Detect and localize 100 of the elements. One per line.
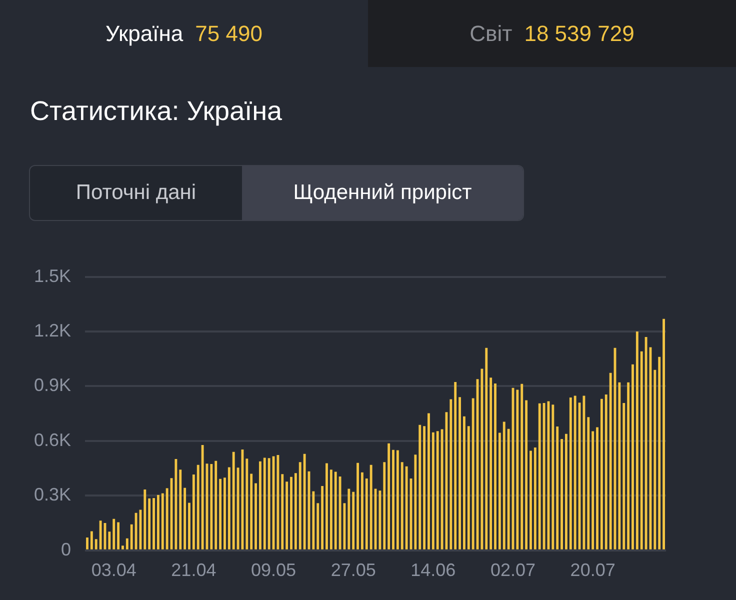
x-tick-label: 20.07 [570, 560, 616, 580]
bar [378, 490, 382, 550]
bar [604, 394, 608, 550]
bar [312, 491, 315, 550]
bar [609, 372, 612, 550]
bar [432, 432, 434, 550]
x-tick-label: 21.04 [171, 560, 216, 580]
bar [450, 399, 452, 550]
bar [458, 397, 461, 550]
bar [184, 488, 186, 550]
bar [201, 444, 204, 550]
bar [263, 458, 266, 550]
bar [188, 502, 190, 550]
bar [569, 398, 572, 550]
text: Світ [470, 20, 512, 46]
bar [330, 470, 332, 550]
bar [268, 458, 270, 550]
bar [507, 428, 510, 550]
x-tick-label: 27.05 [330, 560, 376, 580]
chart-title: Статистика: Україна [30, 96, 282, 127]
y-tick-label: 0.3K [34, 484, 72, 505]
bar [467, 426, 470, 550]
bar [144, 489, 146, 550]
bar [423, 426, 426, 550]
bar [303, 454, 306, 550]
bar [241, 450, 244, 550]
bar [560, 438, 563, 550]
bar [370, 464, 372, 550]
bar [622, 403, 626, 550]
bar [152, 498, 155, 550]
bar [334, 472, 337, 550]
text: 18 539 729 [524, 20, 634, 46]
bar [326, 463, 328, 550]
bar [632, 364, 634, 550]
bar [534, 448, 536, 550]
bar [600, 398, 603, 550]
bar [587, 417, 590, 550]
bar [556, 426, 559, 550]
bar [232, 452, 235, 550]
bar [538, 403, 541, 550]
bar [564, 434, 568, 550]
bar [485, 348, 488, 550]
bar [99, 520, 102, 550]
y-tick-label: 1.5K [34, 266, 72, 286]
bar [192, 474, 195, 550]
bar [281, 474, 284, 550]
bar [139, 510, 142, 550]
bar [365, 478, 368, 550]
y-tick-label: 0.9K [34, 375, 72, 396]
bar [436, 431, 439, 550]
bar [246, 458, 248, 550]
bar [148, 498, 151, 550]
text: 75 490 [195, 20, 262, 46]
bar [166, 488, 168, 550]
bar [86, 537, 88, 550]
bar [228, 467, 230, 550]
bar [254, 483, 257, 550]
bar [392, 450, 394, 550]
x-tick-label: 03.04 [91, 560, 136, 580]
bar [356, 462, 359, 550]
bar [112, 518, 116, 550]
text: Україна [106, 20, 184, 46]
x-tick-label: 02.07 [490, 560, 536, 580]
bar [179, 470, 182, 550]
bar [360, 472, 364, 550]
bar [490, 378, 492, 550]
bar [298, 462, 302, 550]
bar [122, 546, 124, 550]
bar [258, 461, 262, 550]
bar [525, 400, 528, 550]
bar [582, 396, 586, 550]
bar [654, 370, 656, 550]
bar [126, 538, 128, 550]
bar [440, 429, 444, 550]
bar [156, 494, 160, 550]
text: Поточні дані [74, 180, 198, 206]
bar [117, 522, 120, 550]
bar [462, 416, 466, 550]
bar [596, 427, 598, 550]
bar [224, 478, 226, 550]
bar [627, 382, 630, 550]
bar [161, 493, 164, 550]
bar [658, 356, 661, 550]
bar [498, 432, 501, 550]
bar [552, 404, 554, 550]
bar [480, 368, 484, 550]
bar [250, 474, 253, 550]
bar [286, 482, 288, 550]
y-tick-label: 0.6K [34, 430, 72, 450]
bar [542, 403, 546, 550]
bar [210, 464, 213, 550]
bar [502, 422, 506, 550]
bar [592, 431, 594, 550]
bar [108, 532, 111, 550]
bar [636, 332, 638, 550]
x-tick-label: 14.06 [410, 560, 456, 580]
x-tick-label: 09.05 [250, 560, 296, 580]
bar [472, 398, 474, 550]
bar [276, 455, 280, 550]
bar [618, 382, 621, 550]
